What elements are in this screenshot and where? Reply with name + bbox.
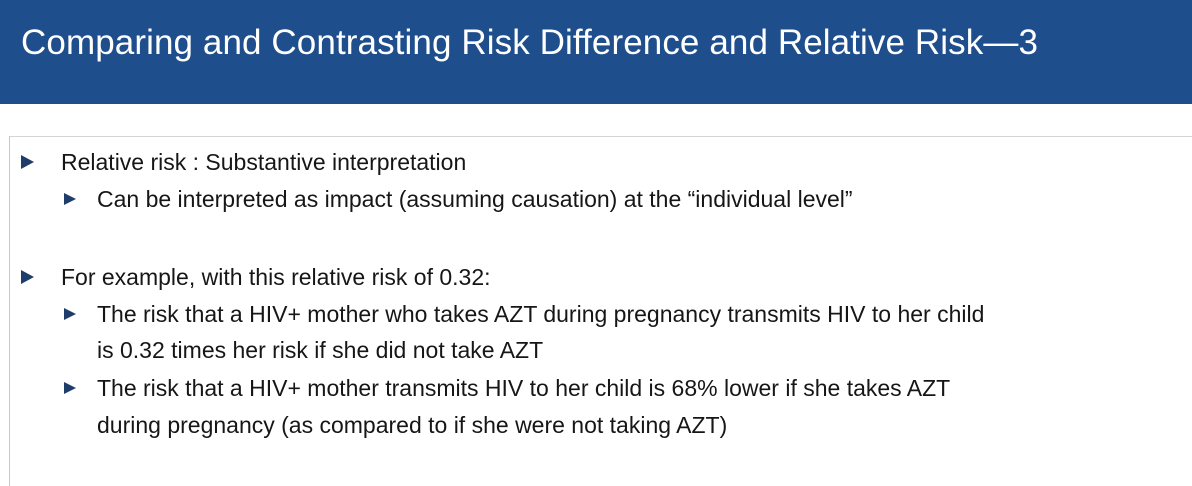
- triangle-bullet-icon: [21, 270, 34, 284]
- content-panel: [9, 136, 1192, 486]
- bullet-example-relative-risk: For example, with this relative risk of …: [61, 264, 491, 290]
- triangle-bullet-icon: [21, 155, 34, 169]
- title-bar: Comparing and Contrasting Risk Differenc…: [0, 0, 1192, 104]
- sub-bullet-azt-lower-line-1: The risk that a HIV+ mother transmits HI…: [97, 375, 951, 401]
- sub-bullet-azt-risk-line-2: is 0.32 times her risk if she did not ta…: [97, 337, 544, 363]
- triangle-bullet-icon: [64, 382, 76, 394]
- bullet-relative-risk-interpretation: Relative risk : Substantive interpretati…: [61, 149, 467, 175]
- sub-bullet-individual-level: Can be interpreted as impact (assuming c…: [97, 186, 853, 212]
- sub-bullet-azt-lower-line-2: during pregnancy (as compared to if she …: [97, 412, 728, 438]
- triangle-bullet-icon: [64, 193, 76, 205]
- slide-title: Comparing and Contrasting Risk Differenc…: [21, 23, 1039, 62]
- sub-bullet-azt-risk-line-1: The risk that a HIV+ mother who takes AZ…: [97, 301, 985, 327]
- triangle-bullet-icon: [64, 308, 76, 320]
